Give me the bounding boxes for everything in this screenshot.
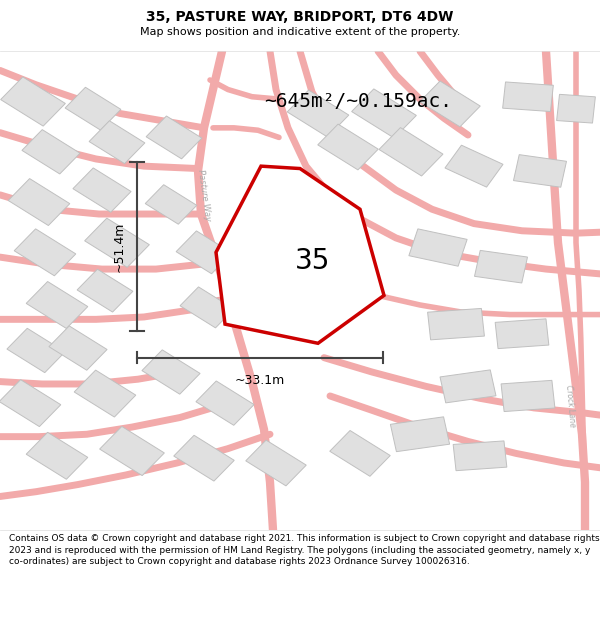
Polygon shape [174,435,234,481]
Polygon shape [495,319,549,349]
Polygon shape [100,426,164,476]
Polygon shape [146,116,202,159]
Polygon shape [89,121,145,164]
Text: ~33.1m: ~33.1m [235,374,285,388]
Polygon shape [453,441,507,471]
Polygon shape [428,308,484,340]
Polygon shape [180,287,234,328]
Polygon shape [379,127,443,176]
Polygon shape [352,89,416,138]
Polygon shape [145,185,197,224]
Polygon shape [77,269,133,312]
Text: 35, PASTURE WAY, BRIDPORT, DT6 4DW: 35, PASTURE WAY, BRIDPORT, DT6 4DW [146,10,454,24]
Polygon shape [8,179,70,226]
Polygon shape [74,370,136,417]
Text: 35: 35 [295,247,331,275]
Polygon shape [216,166,384,343]
Polygon shape [1,77,65,126]
Polygon shape [65,88,121,130]
Text: ~51.4m: ~51.4m [113,222,126,272]
Polygon shape [26,432,88,479]
Polygon shape [514,154,566,188]
Text: Contains OS data © Crown copyright and database right 2021. This information is : Contains OS data © Crown copyright and d… [9,534,599,566]
Polygon shape [26,281,88,329]
Text: ~645m²/~0.159ac.: ~645m²/~0.159ac. [264,92,452,111]
Polygon shape [557,94,595,123]
Polygon shape [0,379,61,427]
Polygon shape [73,168,131,212]
Polygon shape [7,328,65,372]
Polygon shape [445,145,503,187]
Text: Pasture Way: Pasture Way [196,169,212,221]
Polygon shape [287,90,349,137]
Polygon shape [440,370,496,403]
Polygon shape [475,251,527,283]
Polygon shape [85,218,149,268]
Polygon shape [409,229,467,266]
Polygon shape [22,129,80,174]
Polygon shape [246,440,306,486]
Polygon shape [330,431,390,476]
Text: Crock Lane: Crock Lane [563,384,577,427]
Polygon shape [196,381,254,425]
Polygon shape [142,350,200,394]
Polygon shape [420,81,480,127]
Polygon shape [318,124,378,170]
Polygon shape [391,417,449,452]
Polygon shape [501,381,555,411]
Polygon shape [49,326,107,370]
Polygon shape [503,82,553,111]
Text: Map shows position and indicative extent of the property.: Map shows position and indicative extent… [140,27,460,37]
Polygon shape [176,231,232,274]
Polygon shape [14,229,76,276]
